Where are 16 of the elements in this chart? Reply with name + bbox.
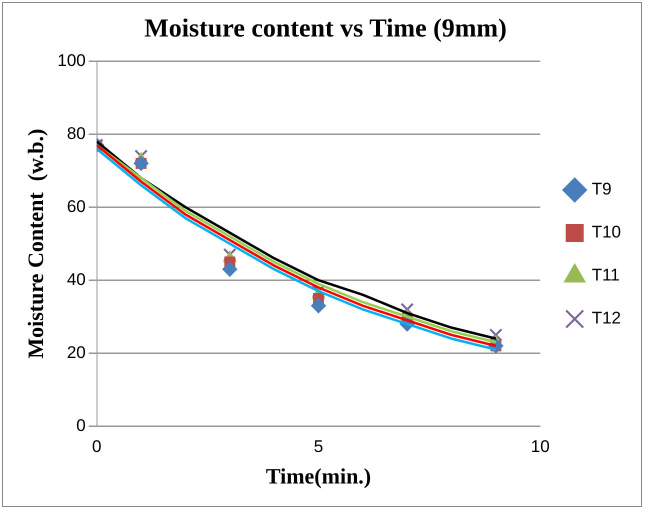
legend-label: T9 <box>592 180 612 199</box>
x-tick-label: 0 <box>92 437 102 456</box>
legend-label: T10 <box>592 222 622 242</box>
x-tick-label: 10 <box>530 437 550 456</box>
y-tick-label: 40 <box>66 270 86 289</box>
legend-label: T11 <box>592 266 620 285</box>
y-tick-label: 80 <box>66 124 86 143</box>
x-axis-title: Time(min.) <box>266 463 372 488</box>
y-tick-label: 20 <box>66 342 86 362</box>
y-tick-label: 60 <box>66 196 86 216</box>
y-tick-label: 100 <box>57 50 86 70</box>
chart-title: Moisture content vs Time (9mm) <box>144 13 507 42</box>
y-tick-label: 0 <box>76 416 86 435</box>
y-axis-title: Moisture Content (w.b.) <box>22 128 48 359</box>
x-tick-label: 5 <box>314 437 324 456</box>
legend-label: T12 <box>592 308 622 328</box>
